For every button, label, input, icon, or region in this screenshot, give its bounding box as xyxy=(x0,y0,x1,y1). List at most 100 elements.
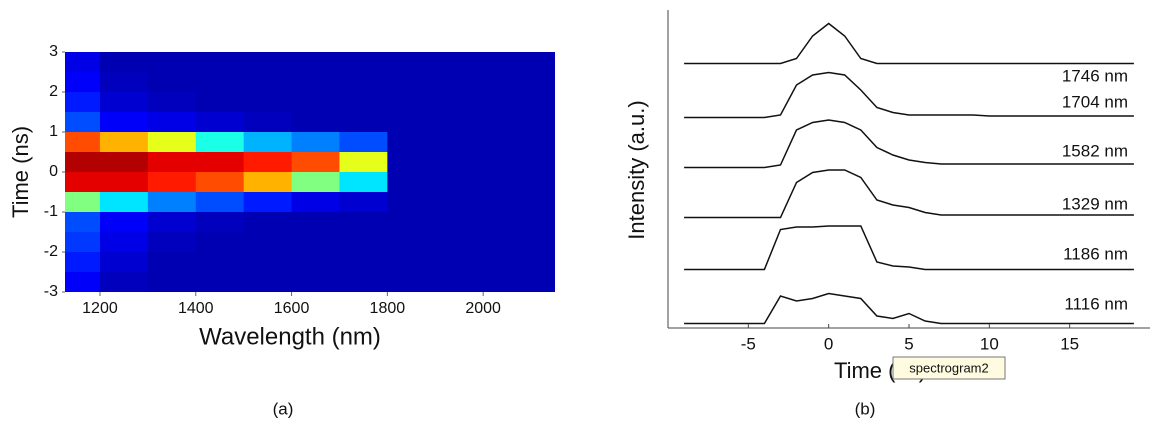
heat-cell xyxy=(195,92,245,113)
trace xyxy=(684,71,1134,119)
heat-cell xyxy=(65,212,101,233)
heat-cell xyxy=(147,272,197,292)
heat-cell xyxy=(99,212,149,233)
legend-label: 1704 nm xyxy=(1062,92,1128,111)
heat-cell xyxy=(99,232,149,253)
panel-label: (b) xyxy=(855,399,876,418)
heat-cell xyxy=(435,192,484,213)
heat-cell xyxy=(339,72,388,93)
x-tick-label: 1600 xyxy=(274,300,310,317)
heat-cell xyxy=(339,92,388,113)
heat-cell xyxy=(243,252,293,273)
y-axis-label: Time (ns) xyxy=(8,126,33,218)
x-tick-label: 10 xyxy=(980,334,999,353)
heat-cell xyxy=(531,92,555,113)
heat-cell xyxy=(243,72,293,93)
heat-cell xyxy=(99,192,149,213)
heat-cell xyxy=(483,172,532,193)
legend-label: 1582 nm xyxy=(1062,141,1128,160)
heatmap-area xyxy=(65,52,555,292)
heat-cell xyxy=(195,252,245,273)
heat-cell xyxy=(65,272,101,292)
heat-cell xyxy=(99,112,149,133)
heat-cell xyxy=(195,272,245,292)
heat-cell xyxy=(65,192,101,213)
x-tick-label: 15 xyxy=(1060,334,1079,353)
heat-cell xyxy=(291,112,340,133)
heat-cell xyxy=(483,212,532,233)
heat-cell xyxy=(195,212,245,233)
heat-cell xyxy=(195,172,245,193)
heat-cell xyxy=(387,272,436,292)
x-tick-label: -5 xyxy=(741,334,756,353)
heat-cell xyxy=(291,232,340,253)
heat-cell xyxy=(291,172,340,193)
heat-cell xyxy=(387,232,436,253)
heat-cell xyxy=(291,192,340,213)
heat-cell xyxy=(387,152,436,173)
heat-cell xyxy=(531,72,555,93)
heat-cell xyxy=(531,132,555,153)
tooltip-box xyxy=(892,356,1006,380)
heat-cell xyxy=(195,232,245,253)
legend-label: 1329 nm xyxy=(1062,194,1128,213)
legend-label: 1186 nm xyxy=(1063,244,1128,263)
heat-cell xyxy=(387,132,436,153)
heat-cell xyxy=(243,232,293,253)
heat-cell xyxy=(531,152,555,173)
heat-cell xyxy=(147,72,197,93)
heat-cell xyxy=(339,172,388,193)
x-tick-label: 1200 xyxy=(82,300,118,317)
heat-cell xyxy=(195,132,245,153)
heat-cell xyxy=(435,112,484,133)
heat-cell xyxy=(65,132,101,153)
heat-cell xyxy=(339,152,388,173)
heat-cell xyxy=(147,92,197,113)
heat-cell xyxy=(243,172,293,193)
trace xyxy=(684,169,1134,219)
trace xyxy=(684,22,1134,65)
trace xyxy=(684,119,1134,169)
heat-cell xyxy=(99,92,149,113)
heat-cell xyxy=(291,72,340,93)
heat-cell xyxy=(387,252,436,273)
heat-cell xyxy=(65,252,101,273)
y-tick-label: -3 xyxy=(44,283,58,300)
heat-cell xyxy=(99,152,149,173)
y-tick-label: 0 xyxy=(49,163,58,180)
heat-cell xyxy=(99,172,149,193)
heat-cell xyxy=(387,172,436,193)
heat-cell xyxy=(483,92,532,113)
heat-cell xyxy=(291,52,340,73)
heat-cell xyxy=(387,192,436,213)
heat-cell xyxy=(483,132,532,153)
heat-cell xyxy=(291,132,340,153)
heat-cell xyxy=(243,132,293,153)
heat-cell xyxy=(339,232,388,253)
heat-cell xyxy=(147,232,197,253)
heat-cell xyxy=(435,212,484,233)
heat-cell xyxy=(65,92,101,113)
trace xyxy=(684,292,1134,325)
heat-cell xyxy=(65,112,101,133)
heat-cell xyxy=(65,52,101,73)
heat-cell xyxy=(65,232,101,253)
heat-cell xyxy=(531,52,555,73)
y-tick-label: 1 xyxy=(49,123,58,140)
heat-cell xyxy=(147,52,197,73)
heat-cell xyxy=(483,192,532,213)
heat-cell xyxy=(243,212,293,233)
legend-label: 1746 nm xyxy=(1062,66,1128,85)
heat-cell xyxy=(99,132,149,153)
heat-cell xyxy=(531,172,555,193)
heat-cell xyxy=(147,132,197,153)
heat-cell xyxy=(435,252,484,273)
heat-cell xyxy=(483,252,532,273)
heat-cell xyxy=(531,232,555,253)
heat-cell xyxy=(99,272,149,292)
heat-cell xyxy=(531,192,555,213)
heat-cell xyxy=(147,252,197,273)
heat-cell xyxy=(291,272,340,292)
heat-cell xyxy=(147,112,197,133)
